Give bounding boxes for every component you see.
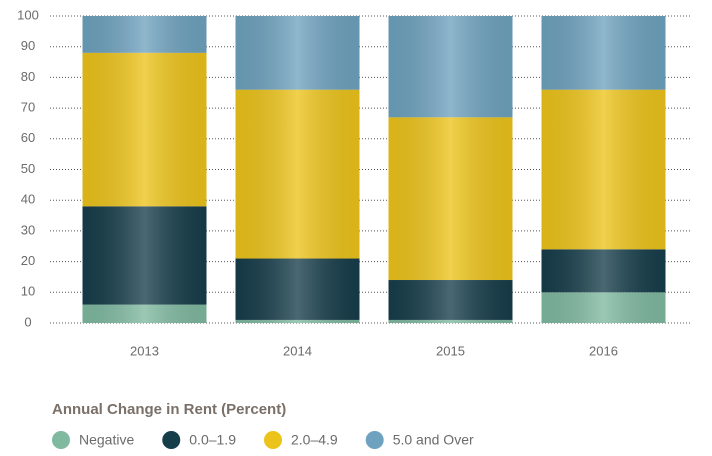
- bar-segment: [541, 292, 666, 323]
- legend-label: 5.0 and Over: [393, 432, 474, 448]
- legend-swatch: [52, 431, 70, 449]
- bar-segment: [235, 258, 360, 320]
- y-tick-label: 100: [17, 7, 39, 22]
- legend-swatch: [263, 431, 282, 449]
- y-tick-label: 10: [21, 284, 35, 299]
- y-tick-label: 20: [21, 253, 35, 268]
- x-tick-label: 2016: [589, 343, 618, 358]
- y-tick-label: 40: [21, 192, 35, 207]
- bar-segment: [541, 249, 666, 293]
- x-tick-label: 2013: [130, 343, 159, 358]
- legend-swatch: [365, 431, 384, 449]
- bar-segment: [388, 117, 513, 281]
- legend-label: 0.0–1.9: [189, 432, 236, 448]
- y-tick-label: 90: [21, 38, 35, 53]
- bar-segment: [541, 16, 666, 90]
- legend-title: Annual Change in Rent (Percent): [52, 401, 286, 418]
- y-tick-label: 80: [21, 69, 35, 84]
- y-tick-label: 0: [24, 314, 31, 329]
- bar-segment: [388, 280, 513, 320]
- bar-segment: [82, 16, 207, 53]
- bar-segment: [82, 304, 207, 323]
- bar-segment: [82, 52, 207, 207]
- legend-label: 2.0–4.9: [291, 432, 338, 448]
- bar-segment: [388, 16, 513, 118]
- bar-segment: [541, 89, 666, 250]
- y-tick-label: 60: [21, 130, 35, 145]
- x-tick-label: 2015: [436, 343, 465, 358]
- y-tick-label: 30: [21, 222, 35, 237]
- bar-segment: [235, 319, 360, 323]
- x-tick-label: 2014: [283, 343, 312, 358]
- bar-segment: [388, 319, 513, 323]
- bar-segment: [235, 89, 360, 259]
- y-tick-label: 50: [21, 161, 35, 176]
- bar-segment: [82, 206, 207, 305]
- legend-label: Negative: [79, 432, 134, 448]
- legend-swatch: [162, 431, 181, 449]
- y-tick-label: 70: [21, 100, 35, 115]
- bar-segment: [235, 16, 360, 90]
